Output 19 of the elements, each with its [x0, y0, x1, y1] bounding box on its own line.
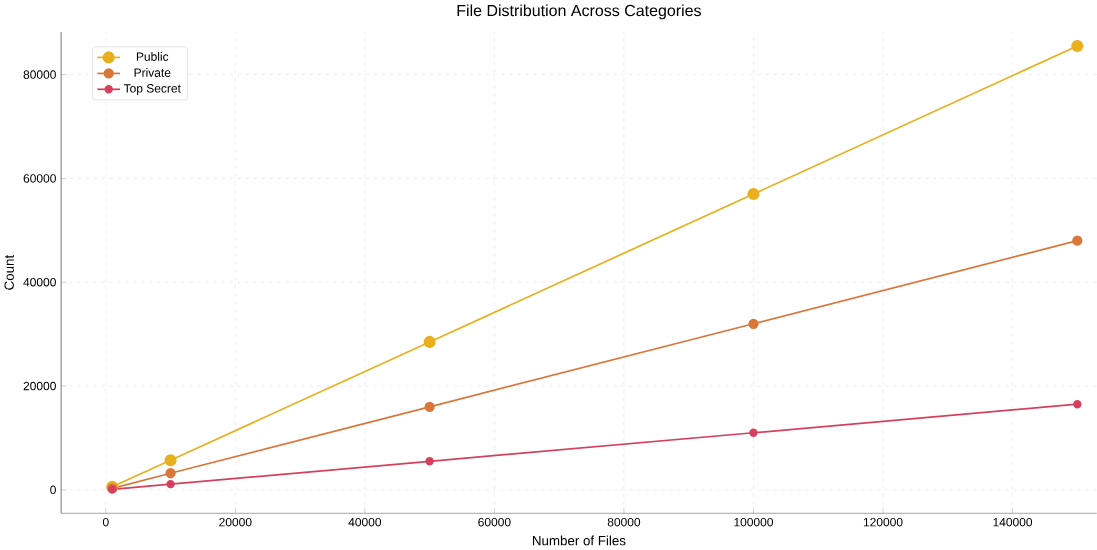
y-tick-label: 20000 — [23, 381, 56, 391]
y-tick-label: 80000 — [23, 70, 56, 79]
y-tick-label: 60000 — [23, 174, 56, 183]
y-tick-label: 0 — [50, 485, 56, 495]
legend-label: Private — [134, 68, 171, 78]
y-tick-label: 40000 — [23, 278, 56, 287]
chart-title: File Distribution Across Categories — [457, 4, 701, 20]
x-tick-label: 40000 — [348, 518, 382, 527]
x-tick-label: 0 — [102, 518, 109, 527]
x-tick-label: 140000 — [993, 518, 1033, 527]
x-tick-label: 120000 — [863, 518, 903, 527]
legend-label: Top Secret — [123, 84, 181, 96]
legend-label: Public — [136, 52, 169, 61]
y-axis-title: Count — [4, 255, 14, 290]
x-tick-label: 60000 — [478, 518, 511, 527]
x-tick-label: 80000 — [607, 518, 641, 527]
x-tick-label: 20000 — [219, 518, 252, 527]
x-axis-title: Number of Files — [532, 535, 626, 546]
x-tick-label: 100000 — [734, 518, 774, 527]
